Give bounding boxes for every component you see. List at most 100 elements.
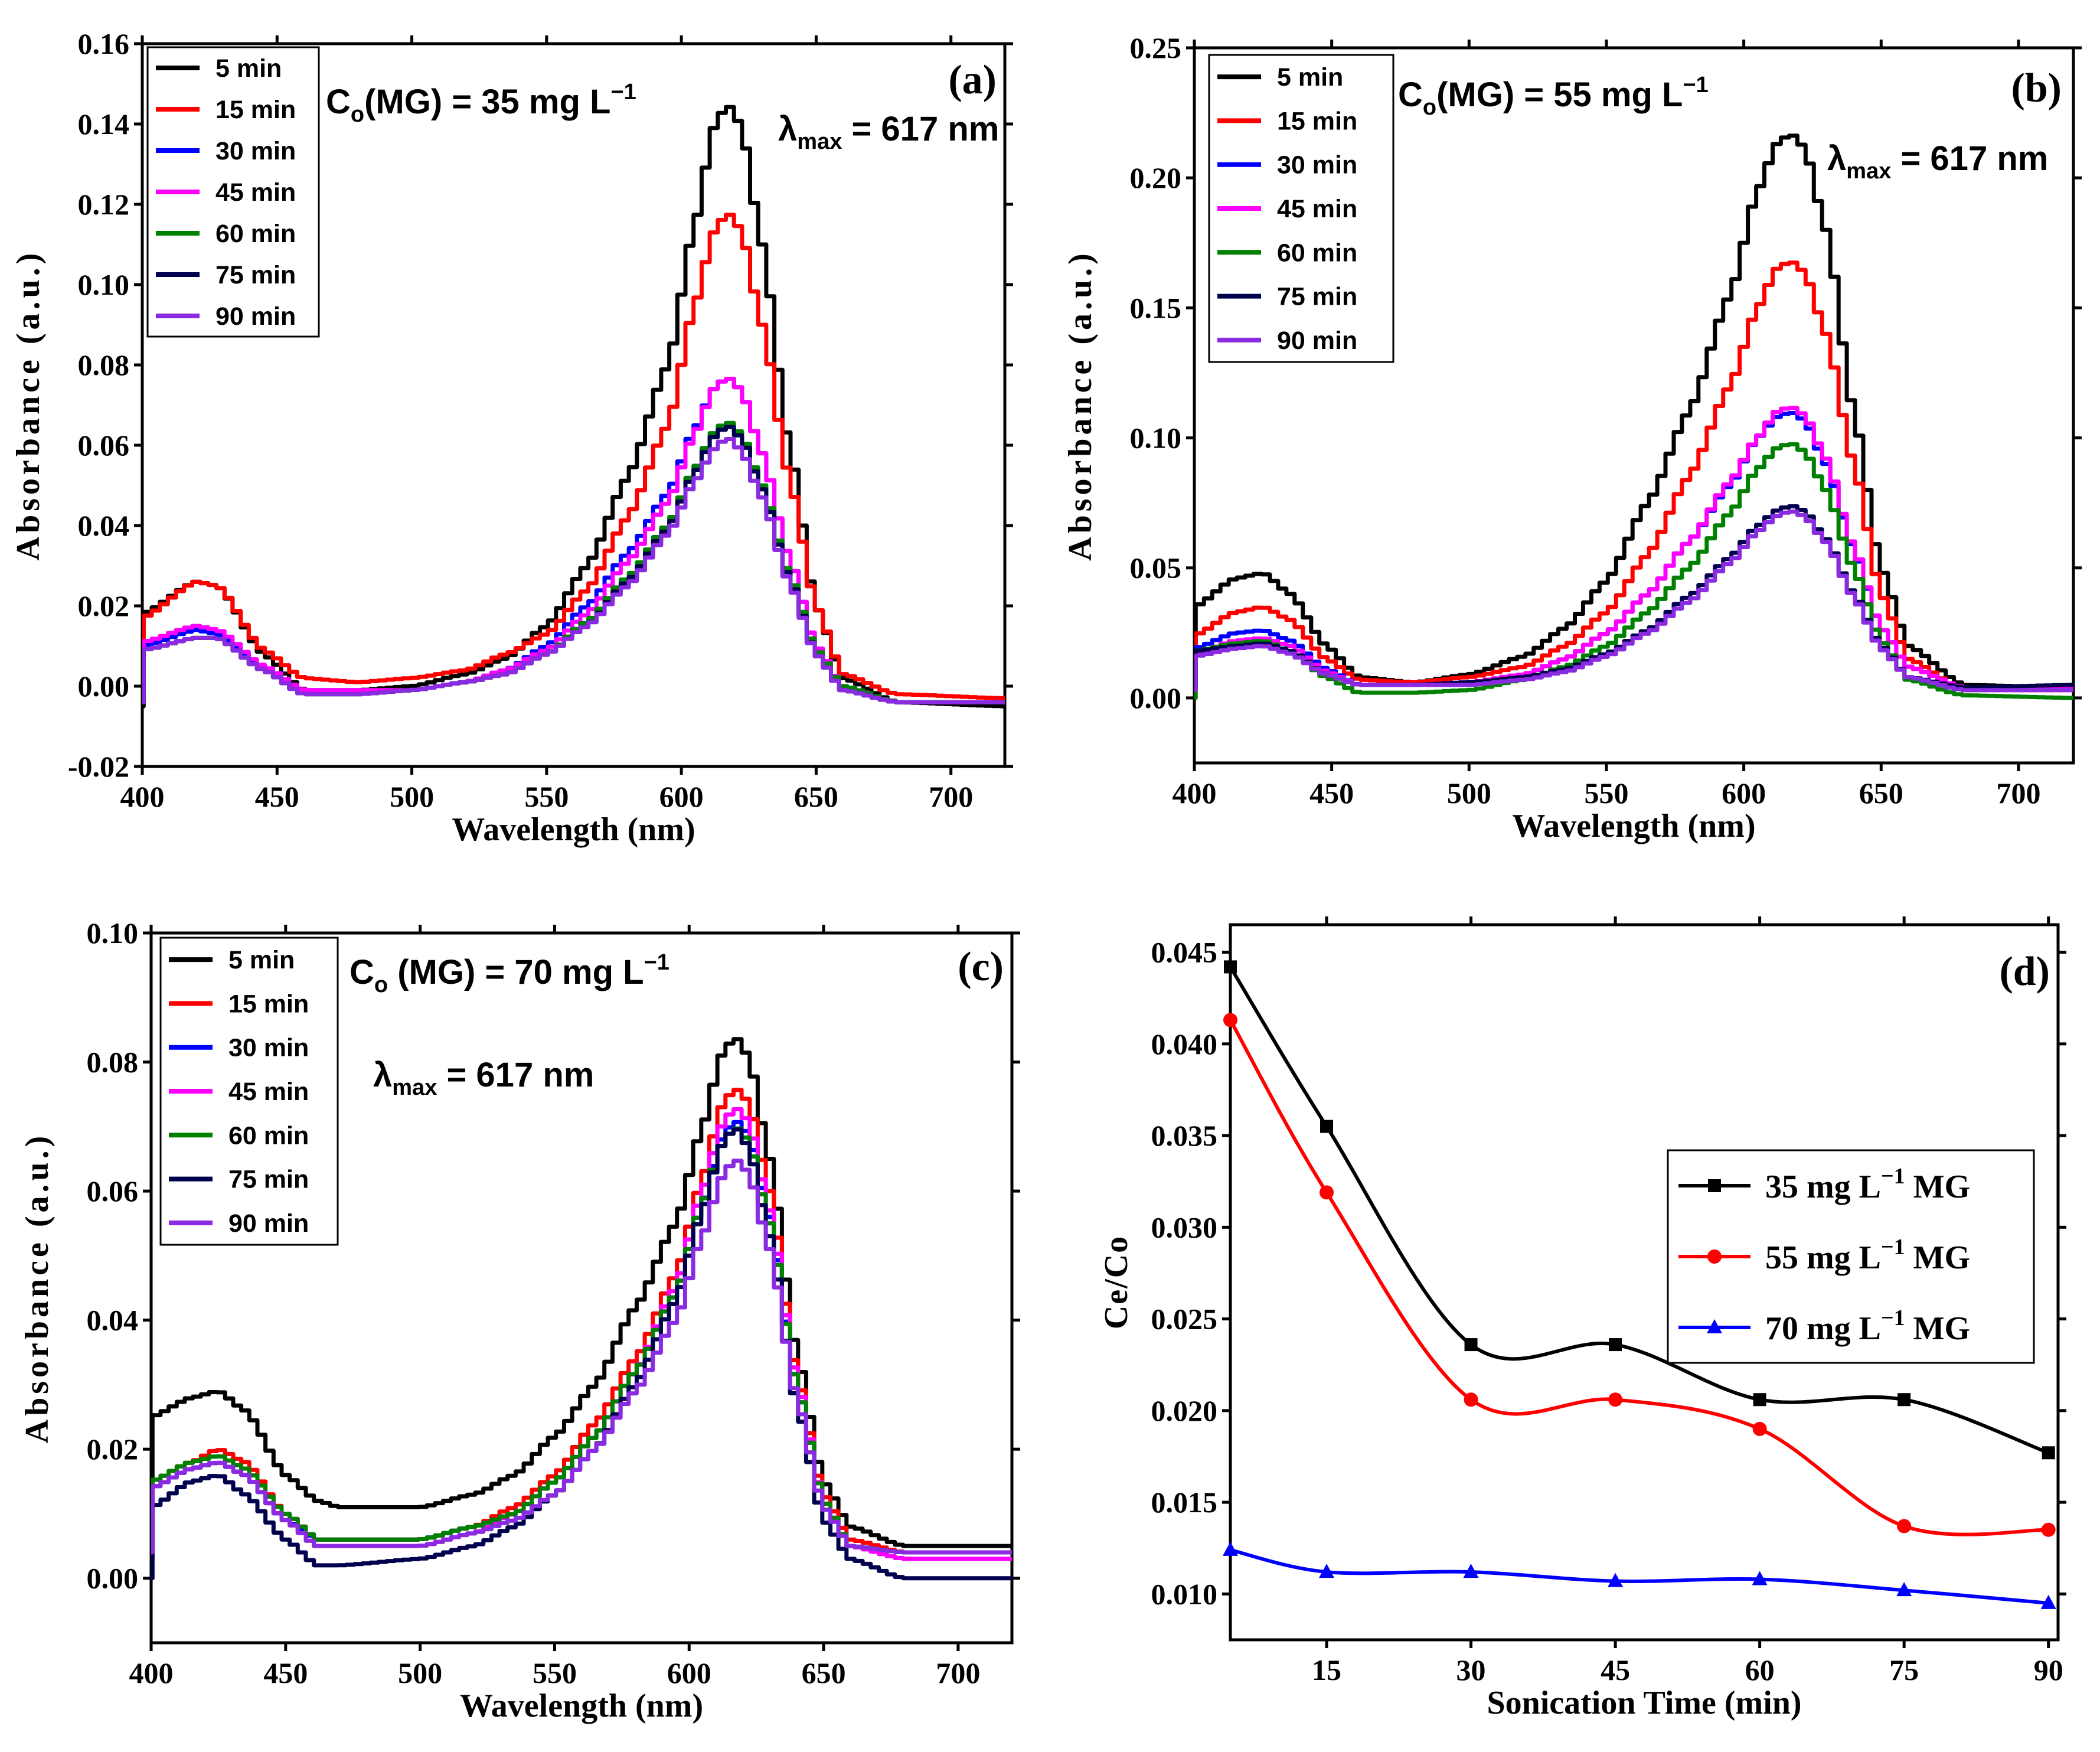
x-axis-label: Wavelength (nm) [452, 811, 695, 848]
y-tick-label: -0.02 [68, 750, 129, 783]
y-axis-label: Ce/Co [1098, 1235, 1135, 1329]
y-tick-label: 0.15 [1130, 291, 1182, 324]
panel-label: (a) [948, 57, 997, 103]
data-point [1752, 1421, 1767, 1436]
data-point [1608, 1572, 1624, 1587]
legend-entry: 90 min [1277, 327, 1357, 355]
y-axis-label: Absorbance (a.u.) [1062, 250, 1099, 561]
legend-entry: 90 min [228, 1209, 309, 1238]
legend-marker [1707, 1319, 1722, 1333]
y-tick-label: 0.06 [78, 429, 130, 462]
y-axis-label: Absorbance (a.u.) [19, 1133, 55, 1444]
legend-entry: 15 min [215, 96, 296, 124]
legend-marker [1707, 1249, 1722, 1264]
series-line-5-min [1194, 133, 2073, 690]
y-tick-label: 0.05 [1130, 552, 1182, 585]
data-point [1609, 1338, 1622, 1352]
x-tick-label: 500 [398, 1656, 442, 1689]
lambda-max-annotation: λmax = 617 nm [778, 110, 999, 154]
data-point [1320, 1120, 1334, 1133]
x-tick-label: 550 [533, 1656, 577, 1689]
series-line-2 [1230, 1548, 2049, 1605]
x-axis-label: Wavelength (nm) [1512, 808, 1755, 844]
y-tick-label: 0.10 [1130, 422, 1182, 455]
y-tick-label: 0.08 [78, 348, 130, 381]
x-tick-label: 650 [1859, 777, 1903, 810]
y-tick-label: 0.08 [87, 1046, 139, 1079]
legend-marker [1708, 1179, 1721, 1192]
x-tick-label: 450 [255, 780, 299, 813]
x-tick-label: 700 [1996, 777, 2040, 810]
lambda-max-annotation: λmax = 617 nm [1827, 139, 2048, 184]
y-tick-label: 0.04 [78, 509, 130, 542]
x-tick-label: 650 [794, 780, 838, 813]
legend-entry: 75 min [1277, 283, 1357, 311]
data-point [1608, 1392, 1623, 1407]
x-tick-label: 600 [667, 1656, 711, 1689]
data-point [1897, 1519, 1912, 1534]
panel-label: (d) [1999, 949, 2050, 994]
y-tick-label: 0.010 [1151, 1577, 1218, 1610]
data-point [1319, 1564, 1335, 1578]
panel-label: (b) [2011, 66, 2062, 111]
series-line-15-min [1194, 260, 2073, 693]
series-line-90-min [151, 1159, 1012, 1555]
panel-b: 400 450 500 550 600 650 700 0.00 0.05 0.10 0.15 0.2… [1062, 31, 2082, 844]
y-tick-label: 0.015 [1151, 1486, 1218, 1519]
legend-entry: 60 min [228, 1121, 309, 1150]
legend-entry: 5 min [228, 946, 295, 974]
y-tick-label: 0.04 [87, 1304, 139, 1337]
y-tick-label: 0.045 [1151, 936, 1218, 969]
data-point [1897, 1393, 1911, 1407]
legend-entry: 60 min [215, 220, 296, 248]
y-tick-label: 0.10 [78, 268, 130, 301]
data-point [1223, 1013, 1237, 1027]
legend-entry: 5 min [215, 54, 282, 83]
x-tick-label: 45 [1601, 1653, 1630, 1686]
data-point [1223, 1541, 1238, 1556]
x-tick-label: 650 [802, 1656, 846, 1689]
panel-d: 15 30 45 60 75 90 0.010 0.015 0.020 0.025 0.030 0.0… [1098, 916, 2066, 1721]
concentration-annotation: Co(MG) = 55 mg L−1 [1398, 73, 1709, 120]
data-point [2042, 1446, 2055, 1460]
x-tick-label: 400 [120, 780, 165, 813]
y-tick-label: 0.040 [1151, 1027, 1218, 1061]
series-line-90-min [1194, 509, 2073, 693]
y-tick-label: 0.02 [87, 1433, 139, 1466]
y-tick-label: 0.025 [1151, 1303, 1218, 1336]
plot-frame [1193, 46, 2075, 765]
series-line-5-min [151, 1037, 1012, 1548]
legend-entry: 15 min [228, 990, 309, 1018]
data-point [1896, 1582, 1912, 1597]
series-line-90-min [142, 437, 1005, 704]
y-tick-label: 0.00 [87, 1562, 139, 1595]
y-tick-label: 0.25 [1130, 31, 1182, 64]
x-tick-label: 450 [263, 1656, 308, 1689]
x-tick-label: 400 [129, 1656, 174, 1689]
panel-c: 400 450 500 550 600 650 700 0.00 0.02 0.04 0.06 0.0… [19, 916, 1020, 1724]
data-point [1320, 1185, 1334, 1200]
x-axis-label: Wavelength (nm) [460, 1688, 703, 1724]
legend-entry: 45 min [215, 178, 296, 207]
legend-entry: 55 mg L−1 MG [1765, 1235, 1970, 1276]
x-tick-label: 700 [936, 1656, 980, 1689]
series-line-15-min [142, 213, 1005, 700]
y-tick-label: 0.10 [87, 916, 139, 950]
x-tick-label: 550 [1584, 777, 1628, 810]
x-tick-label: 400 [1173, 777, 1217, 810]
x-axis-label: Sonication Time (min) [1487, 1685, 1801, 1721]
concentration-annotation: Co(MG) = 35 mg L−1 [326, 80, 636, 127]
y-tick-label: 0.00 [78, 670, 130, 703]
data-point [2041, 1522, 2056, 1537]
legend-entry: 75 min [215, 261, 296, 289]
data-point [1752, 1571, 1768, 1585]
x-tick-label: 30 [1456, 1653, 1486, 1686]
legend-entry: 45 min [1277, 195, 1357, 223]
x-tick-label: 60 [1745, 1653, 1775, 1686]
data-point [2040, 1594, 2056, 1609]
legend-entry: 70 mg L−1 MG [1765, 1306, 1970, 1347]
lambda-max-annotation: λmax = 617 nm [373, 1056, 594, 1100]
y-tick-label: 0.16 [78, 27, 130, 60]
x-tick-label: 75 [1889, 1653, 1919, 1686]
plot-frame [1229, 923, 2060, 1642]
